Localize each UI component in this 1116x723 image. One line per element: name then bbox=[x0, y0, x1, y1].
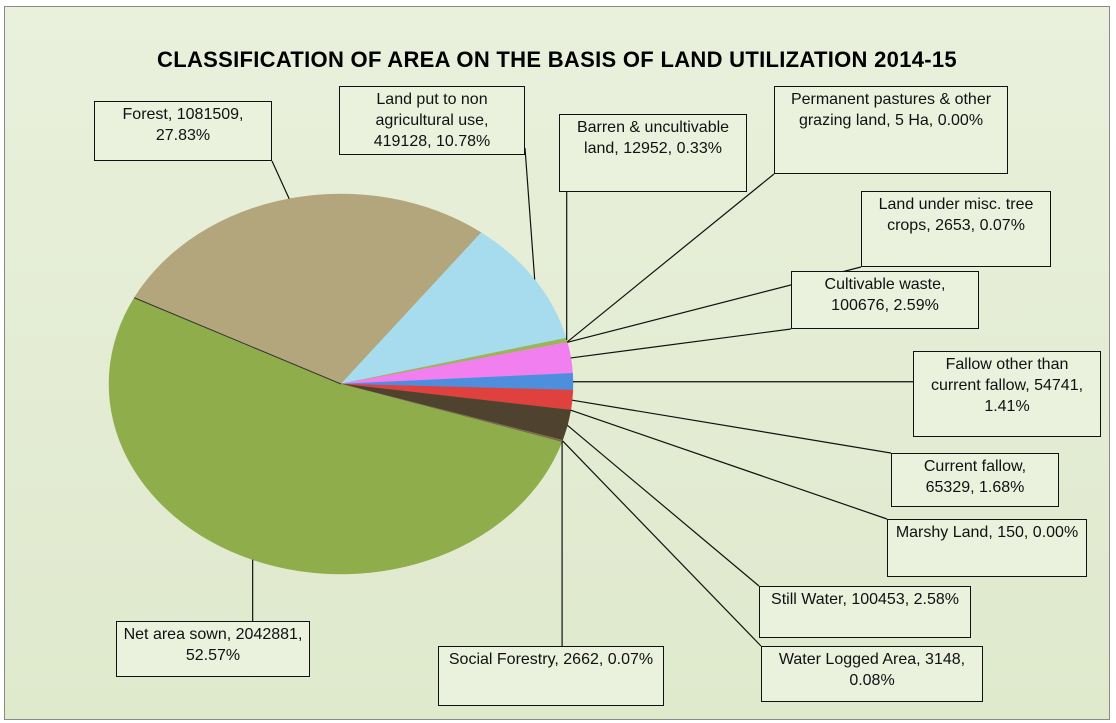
leader-line bbox=[271, 160, 290, 200]
data-label: Land under misc. tree crops, 2653, 0.07% bbox=[861, 191, 1051, 267]
pie-slice bbox=[108, 297, 563, 575]
data-label: Still Water, 100453, 2.58% bbox=[759, 586, 971, 638]
data-label: Water Logged Area, 3148, 0.08% bbox=[761, 646, 983, 702]
leader-line bbox=[561, 440, 762, 647]
data-label: Fallow other than current fallow, 54741,… bbox=[913, 351, 1101, 437]
leader-line bbox=[570, 328, 792, 359]
chart-title: CLASSIFICATION OF AREA ON THE BASIS OF L… bbox=[157, 47, 957, 72]
leader-line bbox=[567, 424, 760, 587]
leader-line bbox=[572, 399, 892, 454]
data-label: Barren & uncultivable land, 12952, 0.33% bbox=[559, 114, 747, 192]
pie-slice bbox=[340, 232, 567, 385]
data-label: Forest, 1081509, 27.83% bbox=[94, 101, 272, 161]
data-label: Permanent pastures & other grazing land,… bbox=[774, 86, 1008, 174]
data-label: Cultivable waste, 100676, 2.59% bbox=[791, 271, 979, 329]
pie-area bbox=[108, 147, 913, 647]
data-label: Marshy Land, 150, 0.00% bbox=[887, 519, 1087, 577]
leader-line bbox=[570, 409, 888, 520]
slice-divider bbox=[134, 297, 342, 385]
leader-line bbox=[524, 147, 536, 280]
chart: CLASSIFICATION OF AREA ON THE BASIS OF L… bbox=[4, 6, 1110, 720]
data-label: Social Forestry, 2662, 0.07% bbox=[438, 646, 664, 706]
data-label: Land put to non agricultural use, 419128… bbox=[339, 86, 525, 155]
data-label: Net area sown, 2042881, 52.57% bbox=[116, 621, 310, 677]
leader-line bbox=[566, 173, 775, 343]
data-label: Current fallow, 65329, 1.68% bbox=[891, 453, 1059, 507]
